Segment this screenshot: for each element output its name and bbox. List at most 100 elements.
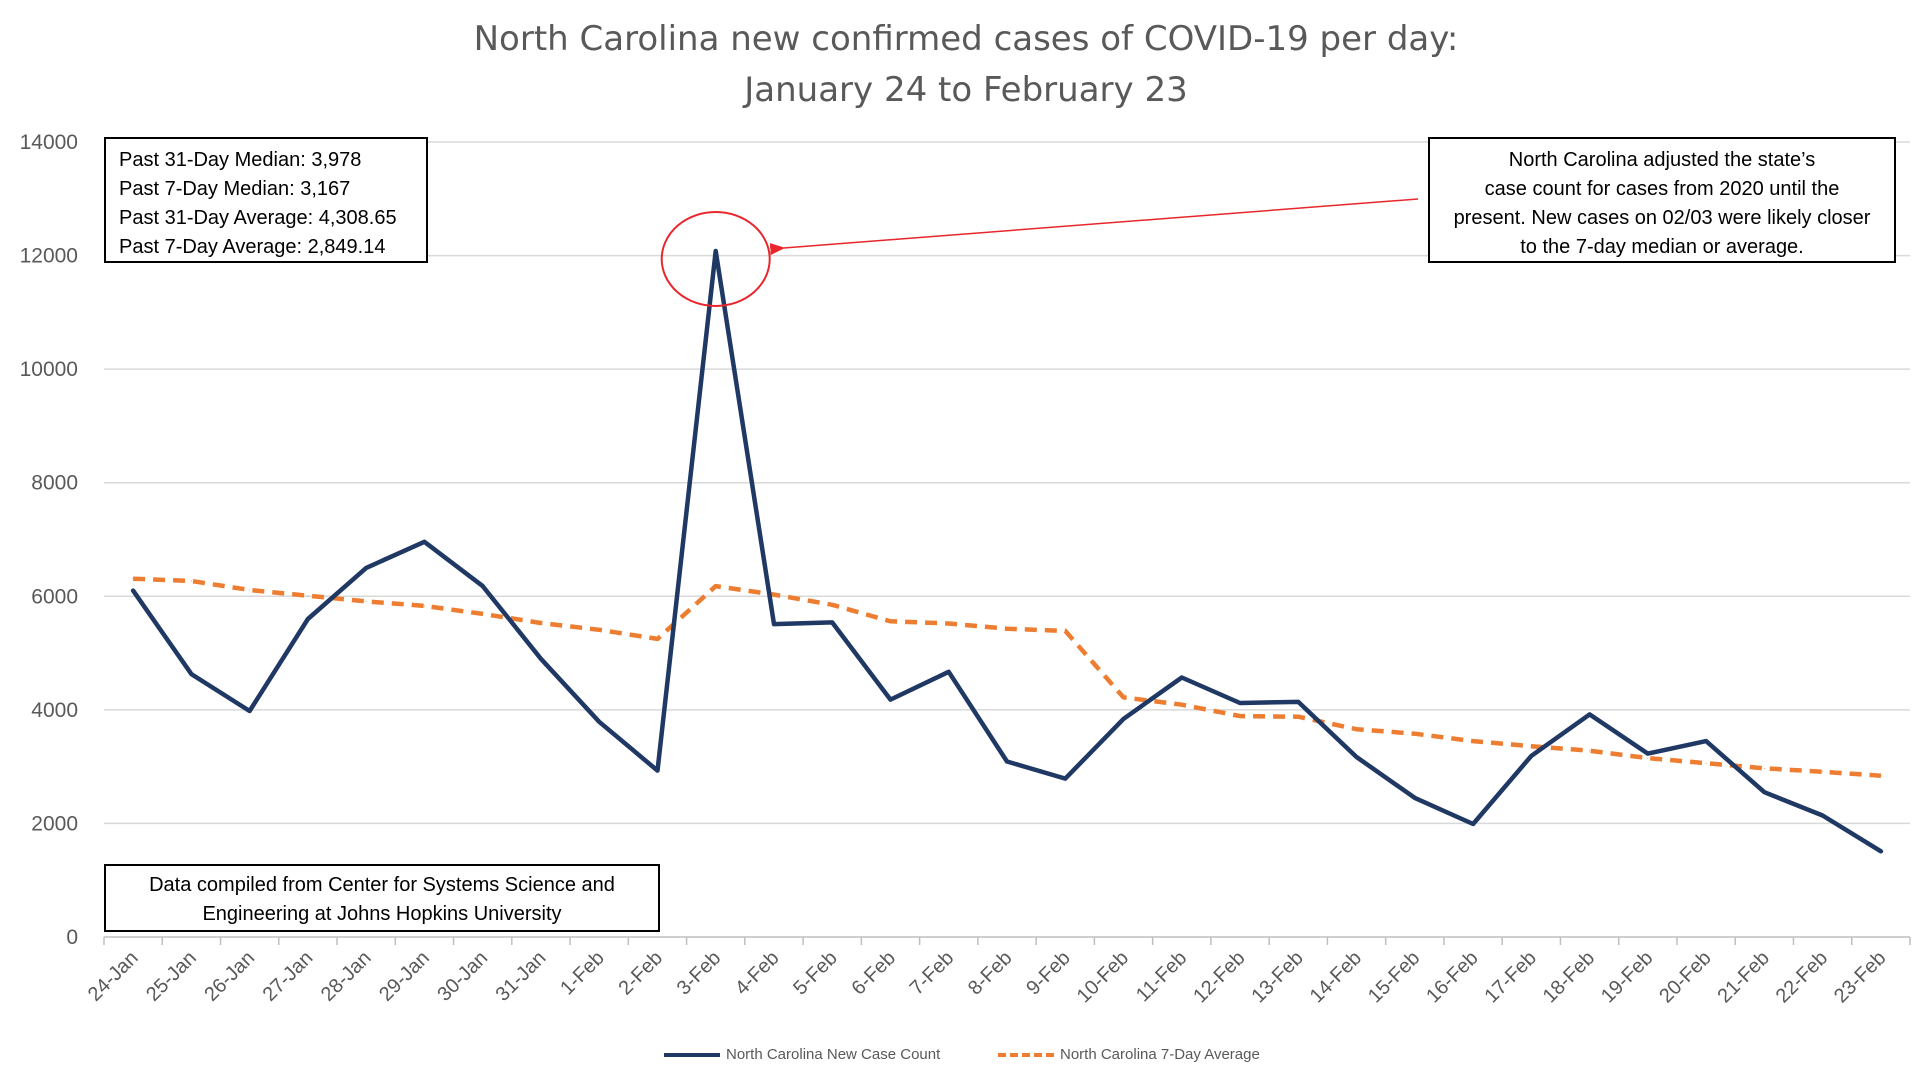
x-tick-label: 10-Feb	[1073, 947, 1133, 1007]
point-7-day-average-31-Jan	[540, 622, 542, 624]
point-new-cases-13-Feb	[1297, 701, 1299, 703]
y-tick-label: 0	[66, 926, 78, 949]
stat-31-day-median: Past 31-Day Median: 3,978	[119, 149, 362, 171]
point-new-cases-31-Jan	[540, 658, 542, 660]
x-tick-label: 16-Feb	[1422, 947, 1482, 1007]
stats-summary-box: Past 31-Day Median: 3,978 Past 7-Day Med…	[104, 137, 428, 263]
x-tick-label: 11-Feb	[1132, 947, 1191, 1006]
point-7-day-average-4-Feb	[773, 594, 775, 596]
x-tick-label: 15-Feb	[1364, 947, 1424, 1007]
point-new-cases-19-Feb	[1647, 753, 1649, 755]
point-new-cases-6-Feb	[889, 699, 891, 701]
x-tick-label: 27-Jan	[259, 947, 318, 1006]
chart-title-line1: North Carolina new confirmed cases of CO…	[474, 19, 1459, 59]
note-line: to the 7-day median or average.	[1520, 236, 1804, 258]
point-new-cases-1-Feb	[598, 721, 600, 723]
point-new-cases-3-Feb	[715, 250, 717, 252]
highlight-circle	[660, 211, 771, 308]
x-tick-label: 2-Feb	[614, 947, 667, 1000]
point-7-day-average-19-Feb	[1647, 757, 1649, 759]
point-7-day-average-24-Jan	[132, 578, 134, 580]
x-axis: 24-Jan 25-Jan 26-Jan 27-Jan 28-Jan 29-Jan 30-J…	[84, 936, 1911, 1007]
point-7-day-average-2-Feb	[656, 638, 658, 640]
x-tick-label: 18-Feb	[1539, 947, 1599, 1007]
point-new-cases-27-Jan	[307, 618, 309, 620]
point-7-day-average-7-Feb	[948, 623, 950, 625]
x-tick-label: 5-Feb	[789, 947, 842, 1000]
point-new-cases-4-Feb	[773, 623, 775, 625]
data-source-box: Data compiled from Center for Systems Sc…	[104, 864, 660, 932]
note-line: case count for cases from 2020 until the	[1484, 178, 1840, 200]
point-7-day-average-22-Feb	[1822, 771, 1824, 773]
point-7-day-average-1-Feb	[598, 629, 600, 631]
point-new-cases-24-Jan	[132, 590, 134, 592]
point-new-cases-20-Feb	[1705, 740, 1707, 742]
point-7-day-average-12-Feb	[1239, 715, 1241, 717]
point-7-day-average-6-Feb	[889, 620, 891, 622]
point-7-day-average-25-Jan	[190, 580, 192, 582]
point-new-cases-2-Feb	[656, 770, 658, 772]
point-7-day-average-30-Jan	[482, 613, 484, 615]
point-7-day-average-17-Feb	[1530, 745, 1532, 747]
point-7-day-average-10-Feb	[1123, 696, 1125, 698]
x-tick-label: 26-Jan	[200, 947, 259, 1006]
point-new-cases-16-Feb	[1472, 823, 1474, 825]
point-new-cases-11-Feb	[1181, 676, 1183, 678]
spike-highlight	[660, 198, 1419, 308]
point-new-cases-23-Feb	[1880, 850, 1882, 852]
point-new-cases-21-Feb	[1763, 791, 1765, 793]
stat-7-day-median: Past 7-Day Median: 3,167	[119, 178, 351, 200]
x-tick-label: 23-Feb	[1830, 947, 1890, 1007]
legend-swatch-solid	[664, 1053, 720, 1058]
x-tick-label: 28-Jan	[317, 947, 376, 1006]
legend-swatch-dashed	[998, 1053, 1054, 1058]
x-tick-label: 14-Feb	[1306, 947, 1366, 1007]
x-tick-label: 4-Feb	[731, 947, 784, 1000]
point-7-day-average-5-Feb	[831, 604, 833, 606]
y-tick-label: 12000	[20, 245, 78, 268]
point-7-day-average-26-Jan	[249, 589, 251, 591]
point-new-cases-8-Feb	[1006, 761, 1008, 763]
x-tick-label: 22-Feb	[1772, 947, 1832, 1007]
chart-title-line2: January 24 to February 23	[742, 70, 1187, 110]
x-tick-label: 19-Feb	[1597, 947, 1657, 1007]
point-new-cases-14-Feb	[1356, 756, 1358, 758]
point-new-cases-25-Jan	[190, 673, 192, 675]
x-tick-label: 17-Feb	[1480, 947, 1540, 1007]
point-new-cases-22-Feb	[1822, 814, 1824, 816]
x-tick-label: 3-Feb	[673, 947, 726, 1000]
y-tick-label: 8000	[31, 472, 78, 495]
x-tick-label: 12-Feb	[1189, 947, 1249, 1007]
x-tick-label: 6-Feb	[848, 947, 901, 1000]
point-7-day-average-15-Feb	[1414, 733, 1416, 735]
x-tick-label: 9-Feb	[1022, 947, 1075, 1000]
x-tick-label: 24-Jan	[84, 947, 143, 1006]
point-new-cases-7-Feb	[948, 671, 950, 673]
point-7-day-average-27-Jan	[307, 595, 309, 597]
point-new-cases-10-Feb	[1123, 718, 1125, 720]
x-tick-label: 7-Feb	[906, 947, 959, 1000]
point-new-cases-9-Feb	[1064, 778, 1066, 780]
point-7-day-average-28-Jan	[365, 600, 367, 602]
y-tick-label: 14000	[20, 131, 78, 154]
stat-31-day-average: Past 31-Day Average: 4,308.65	[119, 207, 397, 229]
note-line: present. New cases on 02/03 were likely …	[1453, 207, 1871, 229]
point-new-cases-30-Jan	[482, 585, 484, 587]
x-tick-label: 20-Feb	[1655, 947, 1715, 1007]
point-7-day-average-23-Feb	[1880, 775, 1882, 777]
point-7-day-average-14-Feb	[1356, 728, 1358, 730]
point-new-cases-17-Feb	[1530, 755, 1532, 757]
point-7-day-average-3-Feb	[715, 585, 717, 587]
point-7-day-average-20-Feb	[1705, 762, 1707, 764]
note-line: North Carolina adjusted the state’s	[1508, 149, 1816, 171]
x-tick-label: 29-Jan	[375, 947, 434, 1006]
y-tick-label: 4000	[31, 699, 78, 722]
series-line-7-day-average	[133, 576, 1882, 778]
x-tick-label: 25-Jan	[142, 947, 201, 1006]
legend-label-new-cases: North Carolina New Case Count	[726, 1046, 941, 1063]
point-new-cases-29-Jan	[423, 541, 425, 543]
point-7-day-average-11-Feb	[1181, 704, 1183, 706]
point-7-day-average-13-Feb	[1297, 716, 1299, 718]
point-new-cases-15-Feb	[1414, 797, 1416, 799]
adjustment-note-box: North Carolina adjusted the state’s case…	[1428, 137, 1896, 263]
